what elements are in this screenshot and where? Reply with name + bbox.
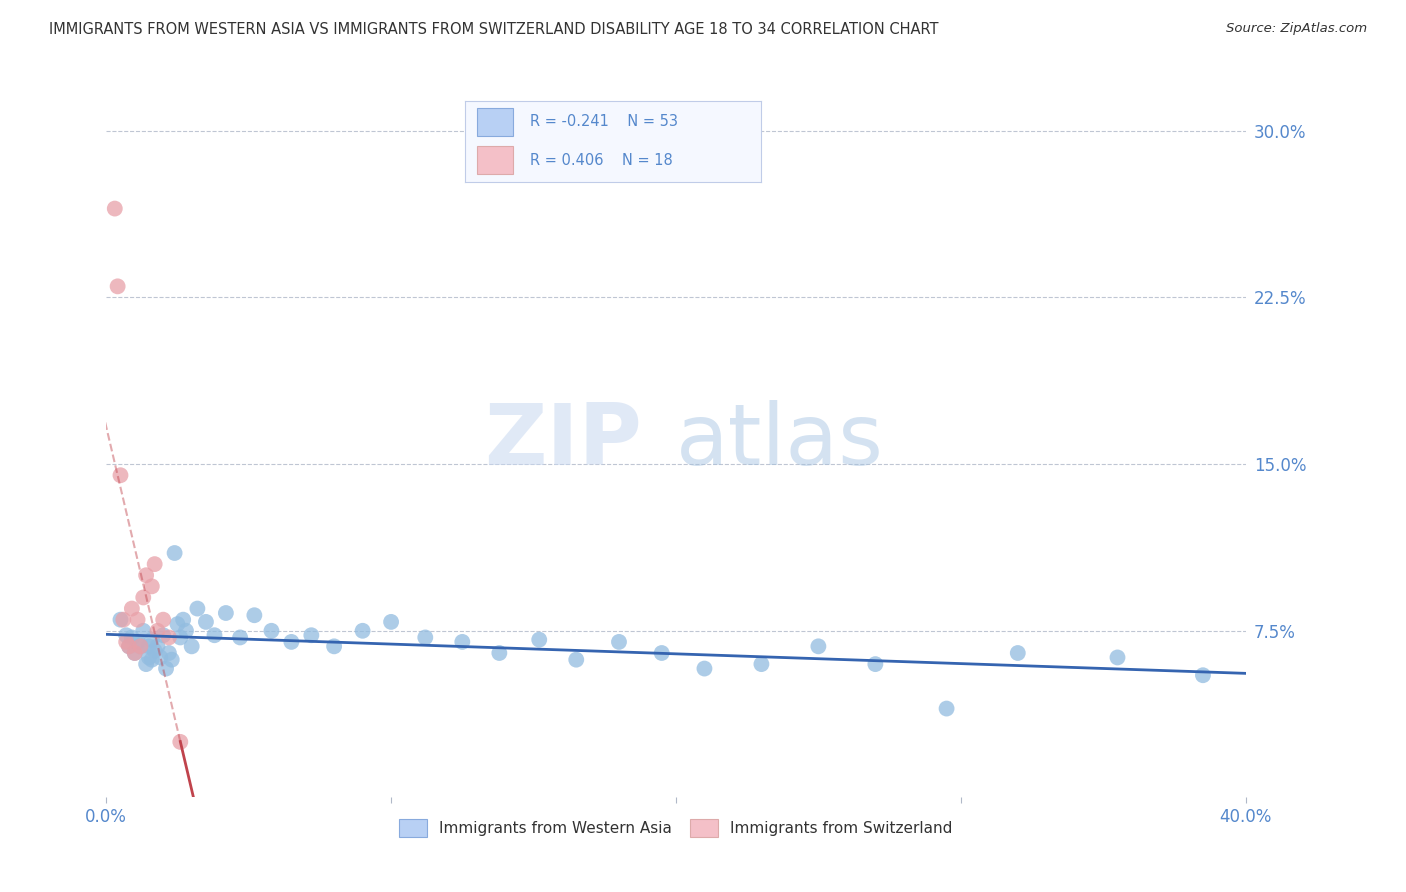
Point <box>121 631 143 645</box>
Point <box>186 601 208 615</box>
Point <box>149 650 172 665</box>
Text: ZIP: ZIP <box>484 401 641 483</box>
Point <box>935 701 957 715</box>
Point <box>194 615 217 629</box>
Point <box>138 640 160 654</box>
Point <box>299 628 322 642</box>
Point <box>488 646 510 660</box>
Point <box>146 640 169 654</box>
Point <box>260 624 283 638</box>
Point <box>118 640 141 654</box>
Point <box>174 624 197 638</box>
Point <box>143 557 166 571</box>
Point <box>135 568 157 582</box>
Point <box>280 635 302 649</box>
Point <box>751 657 773 672</box>
Point <box>166 617 188 632</box>
Point <box>160 653 183 667</box>
Point <box>118 640 141 654</box>
Point <box>124 646 146 660</box>
Point <box>1107 650 1129 665</box>
Point <box>413 631 436 645</box>
Point <box>141 579 163 593</box>
Point <box>865 657 887 672</box>
Point <box>115 628 138 642</box>
Point <box>693 662 716 676</box>
Point <box>152 628 174 642</box>
Point <box>565 653 588 667</box>
Point <box>138 650 160 665</box>
Point <box>163 546 186 560</box>
Point <box>121 601 143 615</box>
Point <box>132 624 155 638</box>
Point <box>146 624 169 638</box>
Point <box>129 640 152 654</box>
Point <box>172 613 194 627</box>
Point <box>152 613 174 627</box>
Point <box>243 608 266 623</box>
Point <box>110 468 132 483</box>
Point <box>807 640 830 654</box>
Point <box>155 662 177 676</box>
Point <box>607 635 630 649</box>
Point <box>651 646 673 660</box>
Point <box>323 640 346 654</box>
Point <box>1007 646 1029 660</box>
Point <box>132 591 155 605</box>
Point <box>169 631 191 645</box>
Point <box>129 640 152 654</box>
Point <box>104 202 127 216</box>
Point <box>107 279 129 293</box>
Point <box>115 635 138 649</box>
Text: atlas: atlas <box>676 401 884 483</box>
Point <box>1192 668 1215 682</box>
Point <box>229 631 252 645</box>
Point <box>380 615 402 629</box>
Point <box>204 628 226 642</box>
Legend: Immigrants from Western Asia, Immigrants from Switzerland: Immigrants from Western Asia, Immigrants… <box>394 814 959 843</box>
Point <box>127 635 149 649</box>
Point <box>157 646 180 660</box>
Point <box>169 735 191 749</box>
Point <box>215 606 238 620</box>
Point <box>352 624 374 638</box>
Point <box>180 640 202 654</box>
Point <box>110 613 132 627</box>
Point <box>143 644 166 658</box>
Point <box>124 646 146 660</box>
Point <box>451 635 474 649</box>
Text: IMMIGRANTS FROM WESTERN ASIA VS IMMIGRANTS FROM SWITZERLAND DISABILITY AGE 18 TO: IMMIGRANTS FROM WESTERN ASIA VS IMMIGRAN… <box>49 22 939 37</box>
Point <box>135 657 157 672</box>
Point <box>112 613 135 627</box>
Text: Source: ZipAtlas.com: Source: ZipAtlas.com <box>1226 22 1367 36</box>
Point <box>529 632 551 647</box>
Point <box>141 653 163 667</box>
Point <box>141 632 163 647</box>
Point <box>127 613 149 627</box>
Point <box>157 631 180 645</box>
